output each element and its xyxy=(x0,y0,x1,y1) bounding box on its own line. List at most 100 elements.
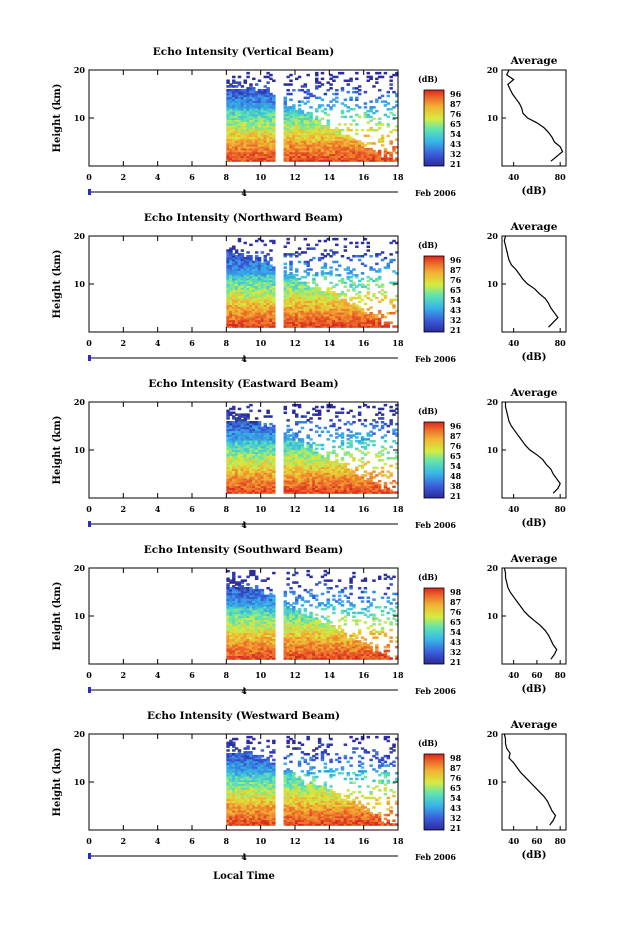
heatmap-cell xyxy=(272,277,276,281)
heatmap-cell xyxy=(357,419,362,422)
heatmap-cell xyxy=(340,281,345,285)
heatmap-cell xyxy=(246,98,250,101)
heatmap-cell xyxy=(349,77,353,81)
colorbar-tick-label: 87 xyxy=(450,431,461,441)
heatmap-cell xyxy=(272,451,276,454)
heatmap-cell xyxy=(335,323,339,326)
heatmap-cell xyxy=(303,130,308,134)
heatmap-cell xyxy=(306,464,310,468)
heatmap-cell xyxy=(249,268,253,271)
heatmap-cell xyxy=(240,481,245,485)
heatmap-cell xyxy=(306,298,310,302)
heatmap-cell xyxy=(289,489,293,492)
heatmap-cell xyxy=(246,451,250,454)
heatmap-cell xyxy=(266,119,270,122)
heatmap-cell xyxy=(343,323,348,326)
heatmap-cell xyxy=(229,451,233,454)
heatmap-cell xyxy=(306,121,310,124)
heatmap-cell xyxy=(346,151,350,155)
heatmap-cell xyxy=(312,123,316,126)
heatmap-cell xyxy=(272,298,276,302)
heatmap-cell xyxy=(320,319,325,323)
heatmap-cell xyxy=(317,127,322,130)
heatmap-cell xyxy=(234,85,239,88)
heatmap-cell xyxy=(232,479,236,483)
heatmap-cell xyxy=(340,109,345,113)
heatmap-cell xyxy=(340,306,345,309)
heatmap-cell xyxy=(260,142,265,145)
heatmap-cell xyxy=(272,447,276,451)
heatmap-cell xyxy=(366,113,370,117)
heatmap-cell xyxy=(226,457,230,460)
heatmap-cell xyxy=(340,481,345,485)
heatmap-cell xyxy=(360,483,365,487)
heatmap-cell xyxy=(355,317,359,321)
heatmap-cell xyxy=(320,77,325,81)
heatmap-cell xyxy=(272,279,276,283)
heatmap-cell xyxy=(292,306,296,309)
heatmap-cell xyxy=(297,134,302,138)
heatmap-cell xyxy=(317,315,322,319)
heatmap-cell xyxy=(260,308,265,311)
heatmap-cell xyxy=(286,483,290,487)
heatmap-cell xyxy=(240,428,245,432)
heatmap-cell xyxy=(363,453,368,456)
heatmap-cell xyxy=(254,300,259,304)
heatmap-cell xyxy=(386,321,391,324)
heatmap-cell xyxy=(289,142,293,145)
heatmap-cell xyxy=(246,315,250,319)
heatmap-cell xyxy=(309,319,313,323)
heatmap-cell xyxy=(317,481,322,485)
heatmap-cell xyxy=(254,287,259,290)
heatmap-cell xyxy=(312,460,316,464)
heatmap-cell xyxy=(312,140,316,143)
heatmap-cell xyxy=(257,90,262,94)
heatmap-cell xyxy=(226,279,230,283)
heatmap-cell xyxy=(320,323,325,326)
heatmap-cell xyxy=(234,147,239,151)
heatmap-cell xyxy=(372,405,376,409)
heatmap-cell xyxy=(272,487,276,490)
heatmap-cell xyxy=(392,432,396,435)
heatmap-cell xyxy=(312,136,316,139)
heatmap-cell xyxy=(366,283,370,286)
heatmap-cell xyxy=(257,302,262,305)
heatmap-cell xyxy=(266,415,270,418)
heatmap-cell xyxy=(329,464,333,468)
heatmap-cell xyxy=(377,312,382,315)
heatmap-cell xyxy=(315,296,319,300)
heatmap-cell xyxy=(357,140,362,143)
heatmap-cell xyxy=(292,310,296,313)
heatmap-cell xyxy=(360,142,365,145)
heatmap-cell xyxy=(303,302,308,305)
heatmap-cell xyxy=(312,451,316,454)
heatmap-cell xyxy=(283,127,288,130)
heatmap-cell xyxy=(257,321,262,324)
heatmap-cell xyxy=(229,94,233,98)
heatmap-cell xyxy=(234,644,239,647)
average-x-label: (dB) xyxy=(522,186,547,197)
heatmap-cell xyxy=(263,262,267,266)
heatmap-cell xyxy=(343,422,348,426)
heatmap-cell xyxy=(266,127,270,130)
heatmap-cell xyxy=(317,313,322,317)
heatmap-cell xyxy=(360,319,365,323)
heatmap-cell xyxy=(375,98,379,101)
heatmap-cell xyxy=(343,144,348,147)
heatmap-cell xyxy=(286,277,290,281)
heatmap-cell xyxy=(260,153,265,157)
heatmap-cell xyxy=(312,153,316,157)
heatmap-cell xyxy=(369,128,373,132)
heatmap-cell xyxy=(283,325,288,328)
heatmap-cell xyxy=(243,319,247,323)
heatmap-cell xyxy=(289,457,293,460)
heatmap-cell xyxy=(254,478,259,481)
heatmap-cell xyxy=(257,270,262,273)
average-profile-line xyxy=(505,69,564,162)
heatmap-cell xyxy=(226,655,230,658)
heatmap-cell xyxy=(349,476,353,479)
heatmap-cell xyxy=(343,466,348,470)
heatmap-cell xyxy=(240,489,245,492)
heatmap-cell xyxy=(317,464,322,468)
heatmap-cell xyxy=(340,146,345,149)
